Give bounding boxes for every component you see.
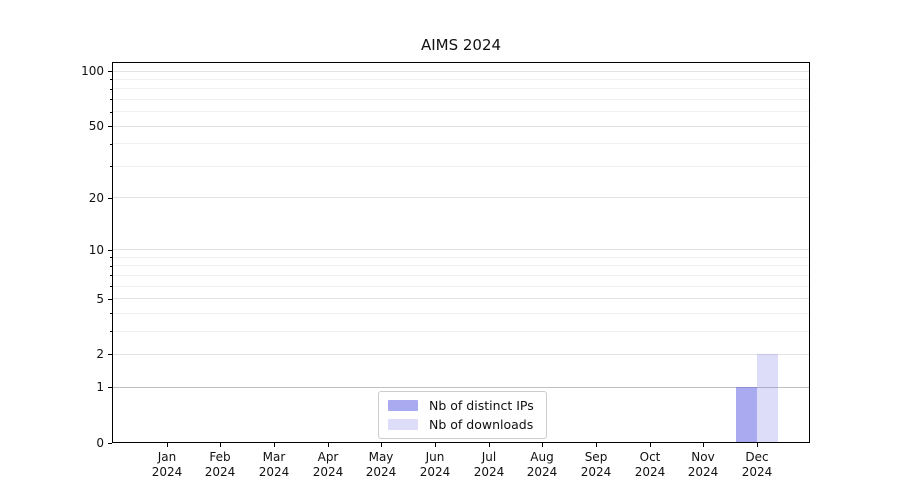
y-tick-0 [108, 443, 112, 444]
y-tick-label-50: 50 [88, 119, 104, 133]
x-tick-label-oct-2024: Oct 2024 [634, 450, 666, 479]
legend-item-distinct-ips: Nb of distinct IPs [388, 398, 534, 413]
y-tick-label-1: 1 [96, 380, 104, 394]
x-tick-4 [381, 443, 382, 447]
y-tick-label-5: 5 [96, 292, 104, 306]
y-minortick-70 [110, 99, 112, 100]
gridline-major-50 [113, 126, 809, 127]
x-tick-label-may-2024: May 2024 [365, 450, 397, 479]
y-tick-5 [108, 299, 112, 300]
y-minortick-8 [110, 266, 112, 267]
legend-swatch-distinct-ips [388, 400, 418, 411]
x-tick-11 [757, 443, 758, 447]
x-tick-label-jun-2024: Jun 2024 [419, 450, 451, 479]
x-tick-label-feb-2024: Feb 2024 [204, 450, 236, 479]
y-minortick-30 [110, 166, 112, 167]
gridline-minor-6 [113, 286, 809, 287]
x-tick-2 [274, 443, 275, 447]
y-minortick-90 [110, 79, 112, 80]
gridline-minor-80 [113, 88, 809, 89]
y-tick-label-10: 10 [88, 243, 104, 257]
chart-title: AIMS 2024 [420, 36, 502, 54]
y-tick-1 [108, 387, 112, 388]
x-tick-label-jan-2024: Jan 2024 [151, 450, 183, 479]
bar-distinct-ips-dec-2024 [736, 387, 757, 443]
legend: Nb of distinct IPs Nb of downloads [378, 391, 547, 439]
gridline-minor-3 [113, 331, 809, 332]
y-tick-100 [108, 71, 112, 72]
gridline-major-20 [113, 197, 809, 198]
x-tick-label-sep-2024: Sep 2024 [580, 450, 612, 479]
x-tick-9 [650, 443, 651, 447]
y-minortick-60 [110, 112, 112, 113]
x-tick-label-apr-2024: Apr 2024 [312, 450, 344, 479]
x-tick-0 [167, 443, 168, 447]
x-tick-3 [328, 443, 329, 447]
gridline-minor-9 [113, 257, 809, 258]
legend-label-downloads: Nb of downloads [429, 417, 534, 432]
gridline-minor-7 [113, 275, 809, 276]
gridline-minor-8 [113, 265, 809, 266]
y-minortick-7 [110, 275, 112, 276]
x-tick-label-mar-2024: Mar 2024 [258, 450, 290, 479]
y-minortick-6 [110, 286, 112, 287]
x-tick-5 [435, 443, 436, 447]
bar-downloads-dec-2024 [757, 354, 778, 443]
x-tick-7 [542, 443, 543, 447]
y-tick-label-0: 0 [96, 436, 104, 450]
y-minortick-9 [110, 257, 112, 258]
y-minortick-3 [110, 331, 112, 332]
legend-item-downloads: Nb of downloads [388, 417, 534, 432]
y-tick-20 [108, 198, 112, 199]
x-tick-label-aug-2024: Aug 2024 [526, 450, 558, 479]
gridline-major-5 [113, 298, 809, 299]
x-tick-1 [220, 443, 221, 447]
x-tick-10 [703, 443, 704, 447]
y-tick-50 [108, 126, 112, 127]
x-tick-label-dec-2024: Dec 2024 [741, 450, 773, 479]
gridline-minor-4 [113, 313, 809, 314]
y-tick-10 [108, 250, 112, 251]
y-tick-label-100: 100 [81, 64, 104, 78]
legend-label-distinct-ips: Nb of distinct IPs [429, 398, 534, 413]
gridline-minor-40 [113, 143, 809, 144]
x-tick-label-jul-2024: Jul 2024 [473, 450, 505, 479]
legend-swatch-downloads [388, 419, 418, 430]
gridline-minor-60 [113, 111, 809, 112]
y-tick-label-2: 2 [96, 347, 104, 361]
gridline-major-100 [113, 71, 809, 72]
gridline-minor-30 [113, 166, 809, 167]
x-tick-6 [489, 443, 490, 447]
gridline-minor-90 [113, 79, 809, 80]
y-tick-2 [108, 354, 112, 355]
gridline-major-10 [113, 249, 809, 250]
plot-frame [112, 62, 810, 443]
y-tick-label-20: 20 [88, 191, 104, 205]
gridline-major-2 [113, 354, 809, 355]
y-minortick-40 [110, 144, 112, 145]
gridline-minor-70 [113, 99, 809, 100]
y-minortick-4 [110, 313, 112, 314]
gridline-major-1 [113, 387, 809, 388]
x-tick-label-nov-2024: Nov 2024 [687, 450, 719, 479]
y-minortick-80 [110, 89, 112, 90]
x-tick-8 [596, 443, 597, 447]
